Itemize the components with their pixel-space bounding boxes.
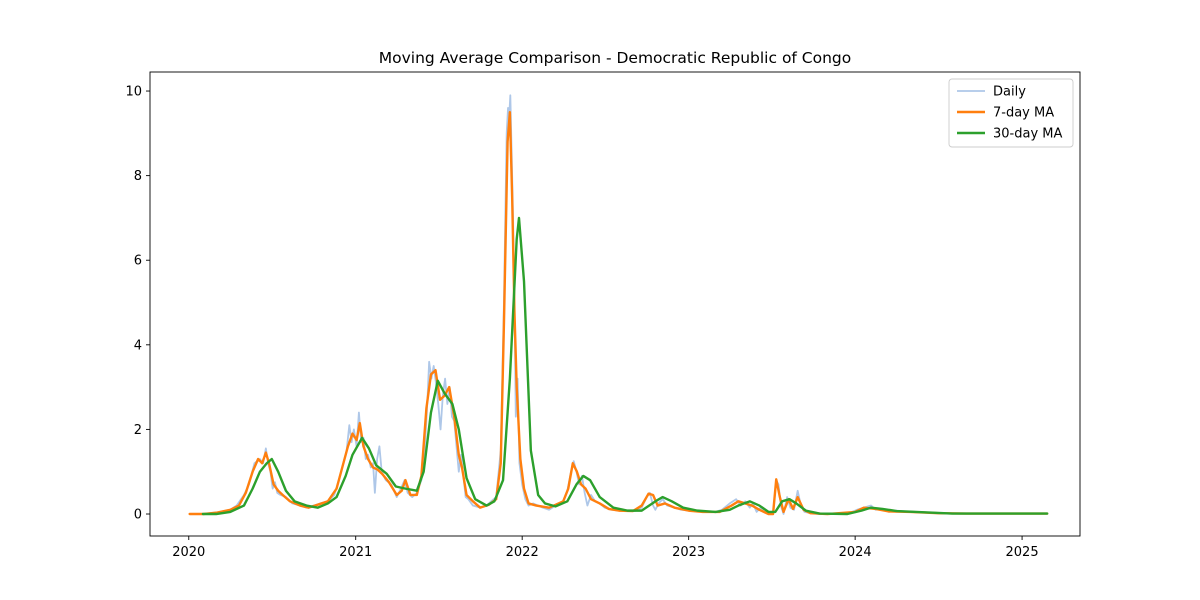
legend-label-ma30: 30-day MA	[993, 127, 1062, 142]
legend: Daily 7-day MA 30-day MA	[948, 78, 1074, 148]
legend-label-daily: Daily	[993, 85, 1026, 100]
x-tick-label: 2020	[172, 545, 205, 560]
x-tick-label: 2024	[839, 545, 872, 560]
y-axis: 0 2 4 6 8 10	[125, 85, 150, 523]
chart-title: Moving Average Comparison - Democratic R…	[379, 49, 852, 67]
legend-box	[948, 78, 1074, 148]
x-tick-label: 2022	[506, 545, 539, 560]
plot-area	[188, 94, 1049, 516]
legend-label-ma7: 7-day MA	[993, 106, 1054, 121]
x-tick-label: 2023	[672, 545, 705, 560]
y-tick-label: 10	[125, 85, 142, 100]
series-line-daily	[188, 94, 1049, 515]
x-tick-label: 2021	[339, 545, 372, 560]
y-tick-label: 4	[134, 338, 142, 353]
y-tick-label: 2	[134, 423, 142, 438]
y-tick-label: 6	[134, 254, 142, 269]
y-tick-label: 8	[134, 169, 142, 184]
series-line-ma7	[188, 110, 1049, 516]
plot-frame	[149, 71, 1081, 537]
y-tick-label: 0	[134, 508, 142, 523]
x-axis: 2020 2021 2022 2023 2024 2025	[172, 536, 1039, 560]
x-tick-label: 2025	[1006, 545, 1039, 560]
series-line-ma30	[201, 216, 1049, 516]
